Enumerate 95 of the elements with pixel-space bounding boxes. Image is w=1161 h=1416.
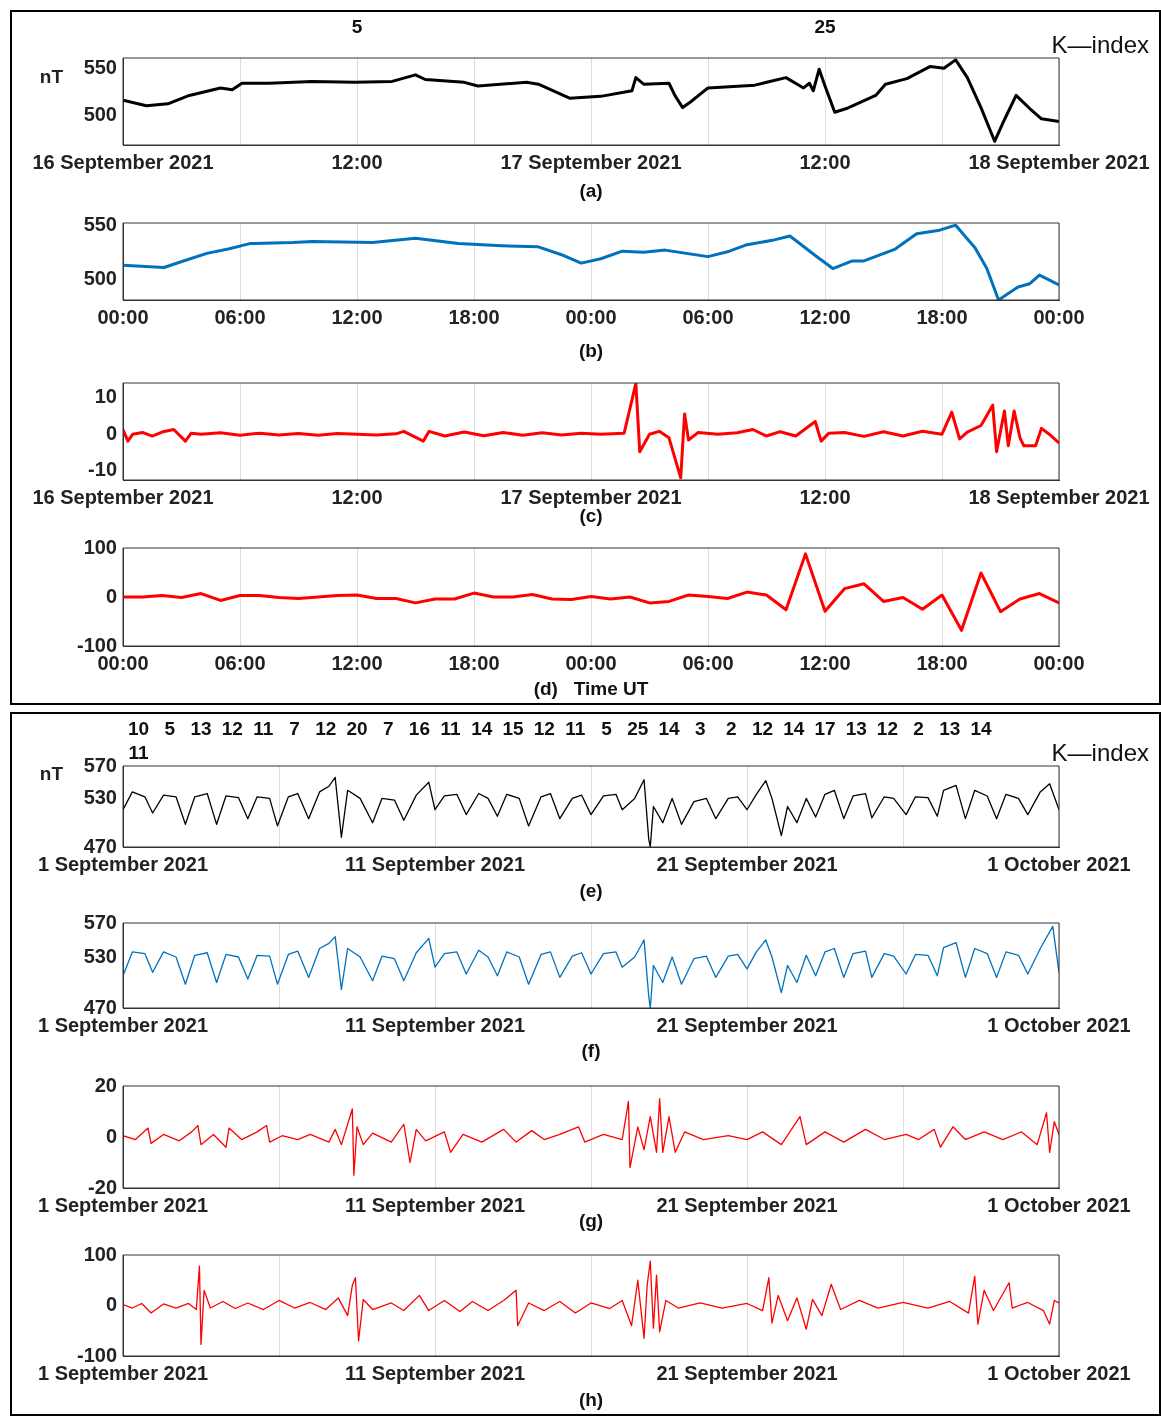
y-axis-title: nT [39, 65, 64, 87]
y-tick-label: 550 [83, 212, 117, 235]
x-tick-label: 16 September 2021 [32, 485, 214, 508]
y-tick-label: 530 [83, 785, 117, 808]
text: 7 [289, 718, 300, 740]
x-tick-label: 21 September 2021 [656, 1193, 838, 1216]
text: 2 [726, 718, 737, 740]
x-axis-title: (f) [581, 1039, 601, 1061]
text: 11 [128, 742, 150, 764]
text: 12 [752, 718, 774, 740]
x-tick-label: 16 September 2021 [32, 150, 214, 173]
x-tick-label: 06:00 [682, 305, 734, 328]
x-axis-title: (d) Time UT [533, 677, 649, 699]
x-tick-label: 18 September 2021 [968, 485, 1150, 508]
y-tick-label: 570 [83, 910, 117, 933]
x-tick-label: 12:00 [799, 651, 851, 674]
x-tick-label: 12:00 [331, 485, 383, 508]
x-tick-label: 12:00 [799, 485, 851, 508]
text: 14 [970, 718, 992, 740]
text: 14 [658, 718, 680, 740]
y-tick-label: 20 [94, 1073, 117, 1096]
y-tick-label: 0 [105, 421, 117, 444]
x-tick-label: 00:00 [565, 651, 617, 674]
y-tick-label: 100 [83, 1242, 117, 1265]
text: 7 [382, 718, 394, 740]
x-tick-label: 12:00 [799, 305, 851, 328]
x-tick-label: 18:00 [916, 651, 968, 674]
x-tick-label: 12:00 [331, 305, 383, 328]
x-tick-label: 17 September 2021 [500, 150, 682, 173]
text: 11 [440, 718, 462, 740]
x-tick-label: 00:00 [1033, 305, 1085, 328]
text: 11 [565, 718, 586, 740]
text: 13 [939, 718, 961, 740]
x-tick-label: 12:00 [331, 150, 383, 173]
y-tick-label: 0 [105, 1293, 117, 1316]
x-tick-label: 11 September 2021 [344, 1193, 526, 1216]
x-tick-label: 06:00 [214, 651, 266, 674]
x-tick-label: 18:00 [916, 305, 968, 328]
x-tick-label: 11 September 2021 [344, 852, 526, 875]
x-tick-label: 06:00 [682, 651, 734, 674]
x-tick-label: 18:00 [448, 305, 500, 328]
x-tick-label: 18:00 [448, 651, 500, 674]
x-tick-label: 1 October 2021 [987, 1361, 1131, 1384]
text: 12 [315, 718, 337, 740]
text: 14 [471, 718, 493, 740]
text: 10 [128, 718, 150, 740]
y-tick-label: 500 [83, 266, 117, 289]
x-axis-title: (a) [579, 179, 603, 201]
text: 12 [533, 718, 555, 740]
x-tick-label: 00:00 [565, 305, 617, 328]
text: 11 [253, 718, 274, 740]
x-axis-title: (e) [579, 879, 603, 901]
text: 16 [408, 718, 430, 740]
y-tick-label: 0 [105, 1124, 117, 1147]
text: 14 [783, 718, 805, 740]
text: K—index [1051, 30, 1149, 58]
x-tick-label: 12:00 [331, 651, 383, 674]
x-axis-title: (g) [578, 1209, 604, 1231]
y-tick-label: 500 [83, 102, 117, 125]
x-axis-title: (h) [578, 1388, 604, 1410]
x-tick-label: 1 October 2021 [987, 1013, 1131, 1036]
x-tick-label: 21 September 2021 [656, 852, 838, 875]
x-tick-label: 00:00 [1033, 651, 1085, 674]
y-tick-label: -10 [88, 458, 117, 481]
x-axis-title: (b) [578, 339, 604, 361]
y-tick-label: 100 [83, 535, 117, 558]
y-tick-label: 530 [83, 944, 117, 967]
x-tick-label: 21 September 2021 [656, 1013, 838, 1036]
text: 2 [913, 718, 924, 740]
text: 5 [164, 718, 176, 740]
x-tick-label: 12:00 [799, 150, 851, 173]
x-tick-label: 18 September 2021 [968, 150, 1150, 173]
x-tick-label: 1 October 2021 [987, 852, 1131, 875]
text: 12 [221, 718, 243, 740]
text: 15 [502, 718, 524, 740]
text: 12 [876, 718, 898, 740]
y-tick-label: 0 [105, 584, 117, 607]
y-axis-title: nT [39, 763, 64, 785]
text: 3 [694, 718, 706, 740]
text: 13 [845, 718, 867, 740]
x-tick-label: 21 September 2021 [656, 1361, 838, 1384]
text: 13 [190, 718, 212, 740]
x-tick-label: 00:00 [97, 305, 149, 328]
x-tick-label: 11 September 2021 [344, 1013, 526, 1036]
text: 20 [346, 718, 368, 740]
text: 5 [601, 718, 613, 740]
text: 25 [627, 718, 649, 740]
text: 17 [814, 718, 836, 740]
text: 5 [351, 16, 363, 38]
x-tick-label: 06:00 [214, 305, 266, 328]
y-tick-label: 10 [94, 385, 117, 408]
text: 25 [814, 16, 836, 38]
x-tick-label: 11 September 2021 [344, 1361, 526, 1384]
x-tick-label: 1 October 2021 [987, 1193, 1131, 1216]
text: K—index [1051, 738, 1149, 766]
